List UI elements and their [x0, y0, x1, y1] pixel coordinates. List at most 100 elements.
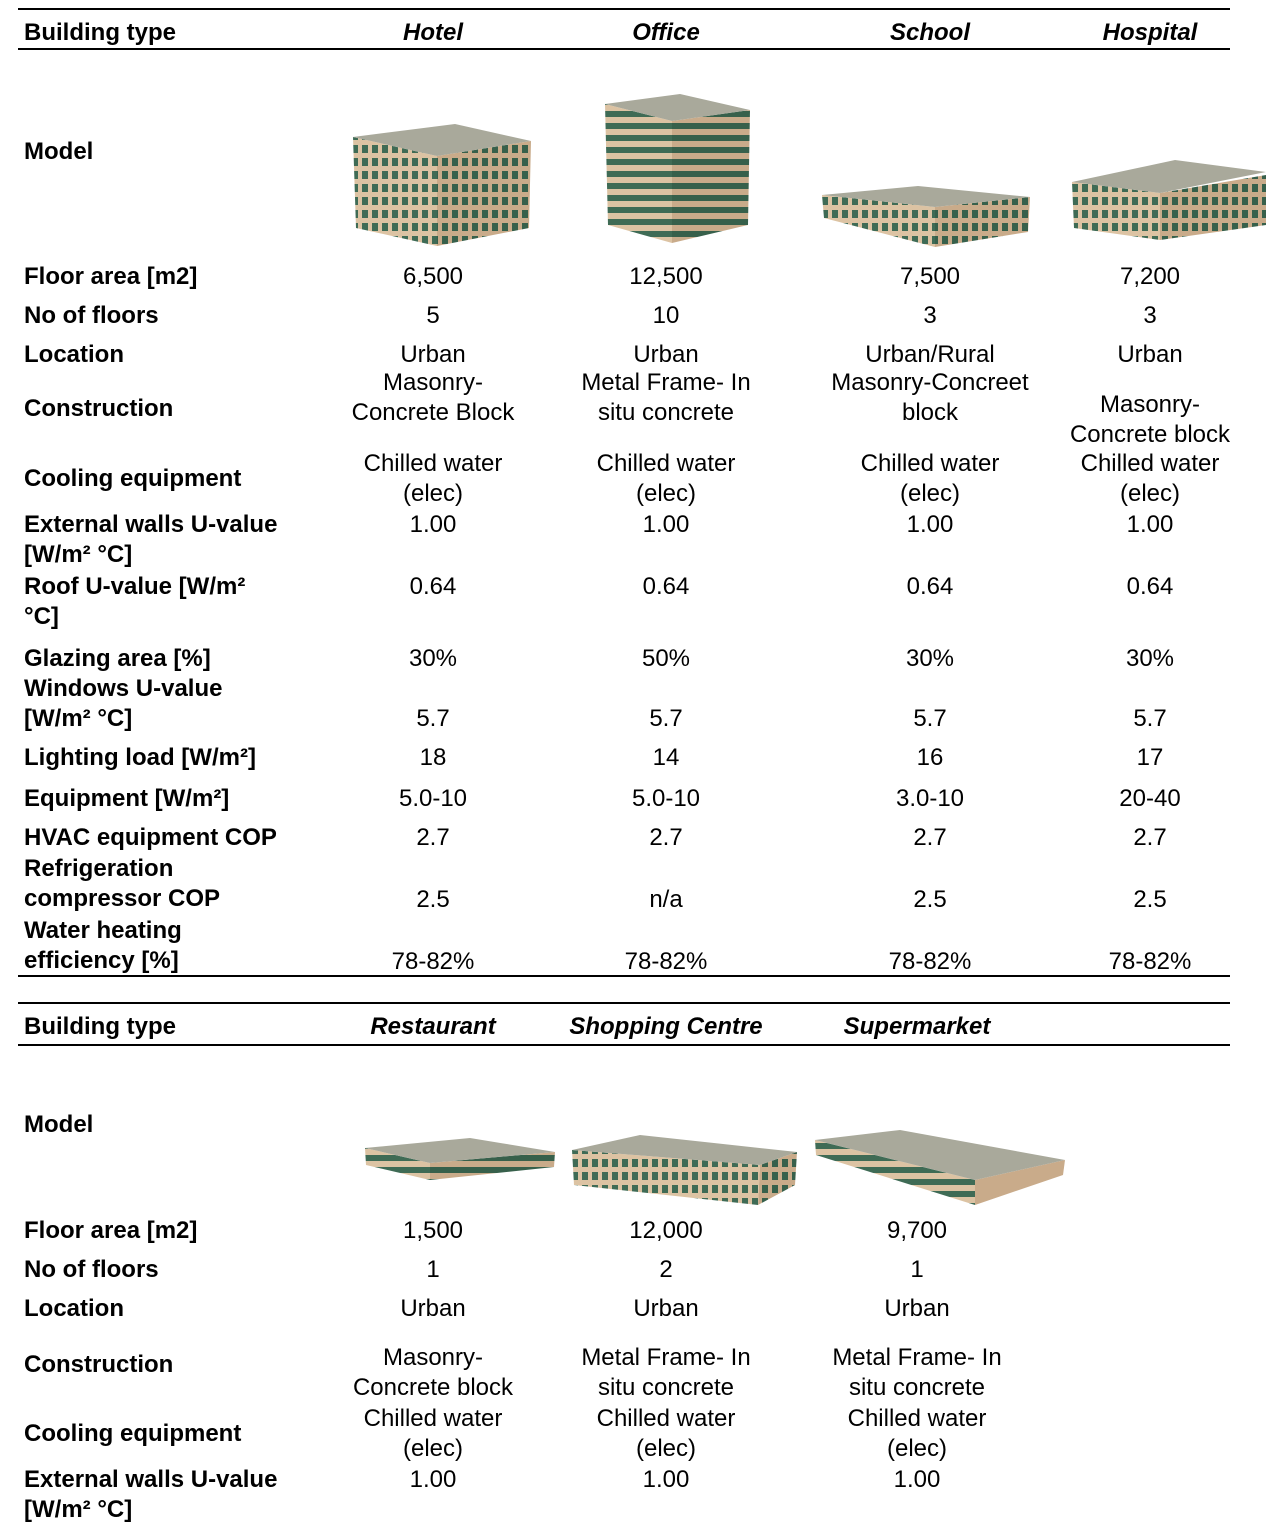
cell-value: 5.7	[649, 705, 683, 732]
school-model	[822, 186, 1030, 247]
cell-value: 78-82%	[391, 948, 475, 975]
cell-value: 5.0-10	[631, 785, 701, 812]
cell-value: 2.7	[913, 824, 947, 851]
column-header: School	[889, 19, 970, 46]
row-label: HVAC equipment COP	[24, 824, 277, 851]
column-header: Building type	[24, 19, 176, 46]
cell-value: Urban	[633, 341, 699, 368]
cell-value: 0.64	[1126, 573, 1174, 600]
row-label: Refrigeration compressor COP	[24, 855, 221, 912]
restaurant-model	[365, 1138, 555, 1180]
cell-value: 7,200	[1119, 263, 1181, 290]
cell-value: 12,500	[629, 263, 703, 290]
cell-value: 30%	[408, 645, 458, 672]
cell-value: 78-82%	[888, 948, 972, 975]
cell-value: 2.5	[416, 886, 450, 913]
cell-value: 7,500	[899, 263, 961, 290]
cell-value: 0.64	[409, 573, 457, 600]
row-label: Cooling equipment	[24, 465, 242, 492]
cell-value: 1.00	[409, 511, 457, 538]
cell-value: Chilled water (elec)	[596, 1405, 736, 1462]
cell-value: Masonry- Concrete block	[352, 1344, 514, 1401]
cell-value: 1.00	[1126, 511, 1174, 538]
cell-value: n/a	[649, 886, 683, 913]
cell-value: Metal Frame- In situ concrete	[581, 1344, 751, 1401]
table-rule	[18, 1044, 1230, 1046]
cell-value: 78-82%	[624, 948, 708, 975]
cell-value: 1.00	[893, 1466, 941, 1493]
shopping-centre-model	[572, 1135, 797, 1205]
table-rule	[18, 48, 1230, 50]
cell-value: 2.7	[416, 824, 450, 851]
column-header: Building type	[24, 1013, 176, 1040]
row-label: Roof U-value [W/m² °C]	[24, 573, 246, 630]
row-label: Water heating efficiency [%]	[24, 917, 182, 974]
cell-value: 9,700	[886, 1217, 948, 1244]
row-label: Cooling equipment	[24, 1420, 242, 1447]
row-label: Glazing area [%]	[24, 645, 211, 672]
cell-value: 3	[1143, 302, 1157, 329]
cell-value: 30%	[1125, 645, 1175, 672]
cell-value: 2.7	[1133, 824, 1167, 851]
row-label: No of floors	[24, 302, 159, 329]
cell-value: Chilled water (elec)	[596, 450, 736, 507]
table-rule	[18, 8, 1230, 10]
cell-value: 5.0-10	[398, 785, 468, 812]
cell-value: 20-40	[1119, 785, 1181, 812]
table-rule	[18, 975, 1230, 977]
cell-value: 1,500	[402, 1217, 464, 1244]
row-label: No of floors	[24, 1256, 159, 1283]
column-header: Hospital	[1102, 19, 1198, 46]
cell-value: 2	[659, 1256, 673, 1283]
cell-value: Chilled water (elec)	[847, 1405, 987, 1462]
row-label: Construction	[24, 1351, 174, 1378]
row-label: External walls U-value [W/m² °C]	[24, 1466, 278, 1523]
cell-value: 0.64	[642, 573, 690, 600]
cell-value: 50%	[641, 645, 691, 672]
row-label: Equipment [W/m²]	[24, 785, 230, 812]
cell-value: 2.7	[649, 824, 683, 851]
cell-value: 18	[419, 744, 447, 771]
cell-value: Urban/Rural	[865, 341, 995, 368]
cell-value: Urban	[400, 1295, 466, 1322]
cell-value: Masonry-Concreet block	[831, 369, 1029, 426]
cell-value: 5	[426, 302, 440, 329]
cell-value: Masonry- Concrete block	[1069, 391, 1231, 448]
cell-value: 1.00	[642, 1466, 690, 1493]
hospital-model	[1072, 160, 1266, 240]
cell-value: 1	[426, 1256, 440, 1283]
cell-value: 16	[916, 744, 944, 771]
cell-value: Urban	[400, 341, 466, 368]
hotel-model	[353, 124, 531, 246]
cell-value: Masonry- Concrete Block	[351, 369, 515, 426]
column-header: Office	[632, 19, 700, 46]
cell-value: 3.0-10	[895, 785, 965, 812]
cell-value: 12,000	[629, 1217, 703, 1244]
cell-value: 2.5	[1133, 886, 1167, 913]
row-label: Construction	[24, 395, 174, 422]
row-label: Model	[24, 138, 94, 165]
cell-value: 30%	[905, 645, 955, 672]
column-header: Restaurant	[370, 1013, 496, 1040]
cell-value: Chilled water (elec)	[363, 1405, 503, 1462]
row-label: Model	[24, 1111, 94, 1138]
cell-value: 0.64	[906, 573, 954, 600]
cell-value: 3	[923, 302, 937, 329]
cell-value: 14	[652, 744, 680, 771]
row-label: Windows U-value [W/m² °C]	[24, 675, 223, 732]
row-label: Lighting load [W/m²]	[24, 744, 256, 771]
cell-value: 5.7	[913, 705, 947, 732]
cell-value: 1.00	[409, 1466, 457, 1493]
cell-value: 5.7	[1133, 705, 1167, 732]
table-rule	[18, 1002, 1230, 1004]
cell-value: Metal Frame- In situ concrete	[832, 1344, 1002, 1401]
cell-value: Urban	[633, 1295, 699, 1322]
office-model	[605, 94, 750, 243]
cell-value: Chilled water (elec)	[1080, 450, 1220, 507]
supermarket-model	[815, 1130, 1065, 1205]
column-header: Supermarket	[843, 1013, 991, 1040]
cell-value: 10	[652, 302, 680, 329]
row-label: Location	[24, 341, 124, 368]
cell-value: 1.00	[906, 511, 954, 538]
cell-value: Chilled water (elec)	[363, 450, 503, 507]
